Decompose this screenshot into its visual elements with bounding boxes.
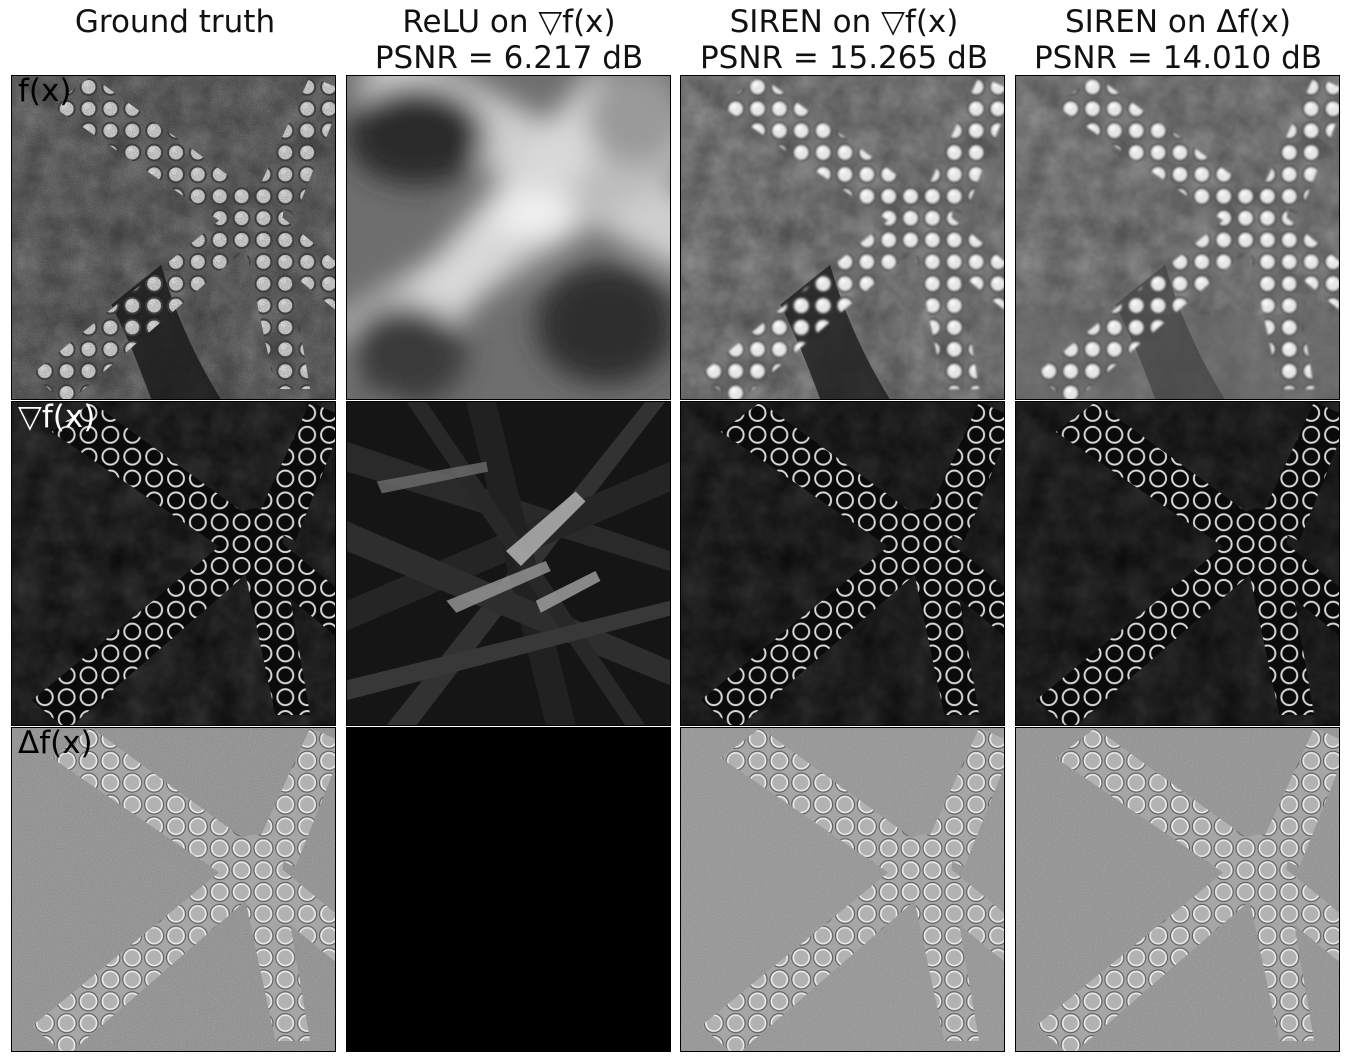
panel-relu-laplacian	[346, 727, 671, 1052]
column-title-line2: PSNR = 6.217 dB	[374, 40, 644, 76]
starfish-image	[12, 76, 335, 399]
starfish-laplacian	[12, 728, 335, 1051]
starfish-image-siren-laplace	[1016, 76, 1339, 399]
starfish-image-siren	[681, 76, 1004, 399]
column-title-line2: PSNR = 14.010 dB	[1033, 40, 1323, 76]
relu-gradient-streaks	[347, 402, 670, 725]
column-title-siren-gradient: SIREN on ▽f(x) PSNR = 15.265 dB	[674, 4, 1014, 76]
starfish-gradient	[12, 402, 335, 725]
column-title-siren-laplacian: SIREN on Δf(x) PSNR = 14.010 dB	[1008, 4, 1348, 76]
panel-siren-laplacian-gradient	[1015, 401, 1340, 726]
starfish-laplacian-siren	[681, 728, 1004, 1051]
column-title-line1: SIREN on Δf(x)	[1064, 4, 1292, 40]
starfish-laplacian-siren-laplace	[1016, 728, 1339, 1051]
column-title-line2: PSNR = 15.265 dB	[699, 40, 989, 76]
panel-siren-gradient-gradient	[680, 401, 1005, 726]
panel-siren-gradient-laplacian	[680, 727, 1005, 1052]
panel-ground-truth-laplacian	[11, 727, 336, 1052]
column-title-line1: ReLU on ▽f(x)	[402, 4, 616, 40]
panel-ground-truth-image	[11, 75, 336, 400]
panel-relu-image	[346, 75, 671, 400]
row-label-gradient: ▽f(x)	[18, 399, 96, 435]
column-title-line1: SIREN on ▽f(x)	[729, 4, 959, 40]
panel-relu-gradient	[346, 401, 671, 726]
column-title-relu-gradient: ReLU on ▽f(x) PSNR = 6.217 dB	[339, 4, 679, 76]
starfish-gradient-siren-laplace	[1016, 402, 1339, 725]
panel-siren-laplacian-laplacian	[1015, 727, 1340, 1052]
starfish-gradient-siren	[681, 402, 1004, 725]
panel-ground-truth-gradient	[11, 401, 336, 726]
panel-siren-gradient-image	[680, 75, 1005, 400]
relu-laplacian-black	[347, 728, 670, 1051]
row-label-fx: f(x)	[18, 73, 72, 109]
column-title-line1: Ground truth	[74, 4, 276, 40]
row-label-laplacian: Δf(x)	[18, 725, 93, 761]
panel-siren-laplacian-image	[1015, 75, 1340, 400]
relu-blurry-reconstruction	[347, 76, 670, 399]
column-title-ground-truth: Ground truth	[5, 4, 345, 40]
